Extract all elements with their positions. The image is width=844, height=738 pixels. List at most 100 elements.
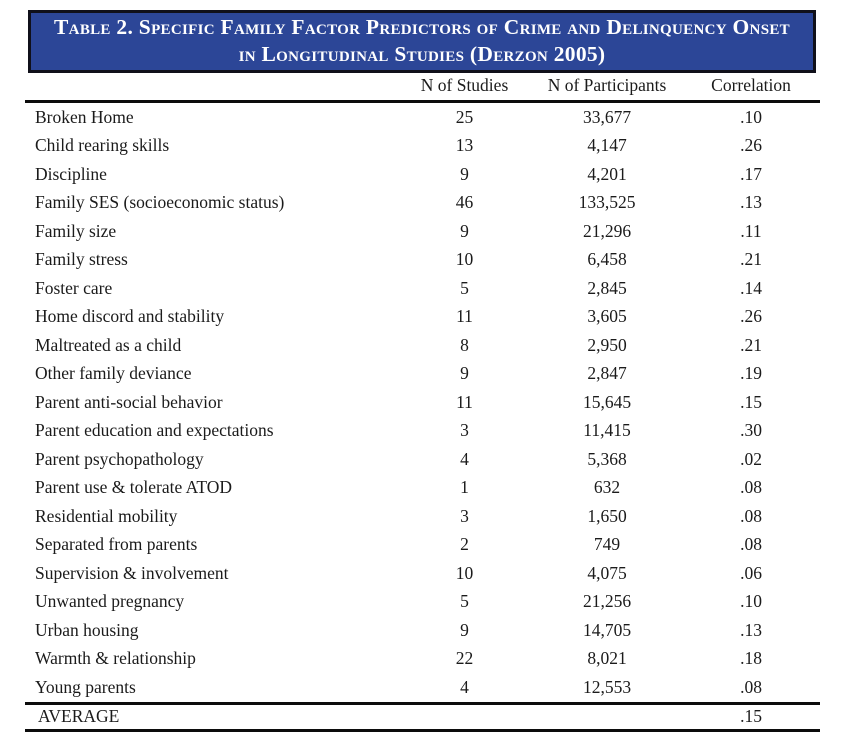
table-header: N of Studies N of Participants Correlati… [25, 74, 820, 103]
table-row: Urban housing 9 14,705 .13 [25, 616, 820, 645]
table-row: Maltreated as a child 8 2,950 .21 [25, 331, 820, 360]
participants-value: 2,847 [587, 363, 627, 384]
correlation-value: .08 [740, 477, 762, 498]
participants-value: 6,458 [587, 249, 627, 270]
studies-value: 9 [460, 220, 469, 241]
studies-value: 9 [460, 619, 469, 640]
factor-label: Urban housing [35, 619, 139, 640]
participants-value: 4,147 [587, 135, 627, 156]
table-row: Unwanted pregnancy 5 21,256 .10 [25, 588, 820, 617]
header-row: N of Studies N of Participants Correlati… [25, 74, 820, 103]
studies-value: 2 [460, 534, 469, 555]
correlation-value: .10 [740, 106, 762, 127]
participants-value: 1,650 [587, 505, 627, 526]
table-title-line-2: in Longitudinal Studies (Derzon 2005) [238, 42, 606, 66]
table-title-line-1: Table 2. Specific Family Factor Predicto… [54, 15, 790, 39]
factor-label: Family SES (socioeconomic status) [35, 192, 285, 213]
table-row: Other family deviance 9 2,847 .19 [25, 360, 820, 389]
average-correlation-value: .15 [682, 703, 820, 732]
participants-value: 4,075 [587, 562, 627, 583]
correlation-value: .17 [740, 163, 762, 184]
table-row: Separated from parents 2 749 .08 [25, 531, 820, 560]
studies-value: 5 [460, 277, 469, 298]
studies-value: 13 [455, 135, 474, 156]
participants-value: 2,950 [587, 334, 627, 355]
table-row: Parent psychopathology 4 5,368 .02 [25, 445, 820, 474]
table-row: Foster care 5 2,845 .14 [25, 274, 820, 303]
table-row: Parent anti-social behavior 11 15,645 .1… [25, 388, 820, 417]
table-row: Broken Home 25 33,677 .10 [25, 102, 820, 132]
studies-value: 8 [460, 334, 469, 355]
correlation-value: .19 [740, 363, 762, 384]
table-footer: AVERAGE .15 [25, 703, 820, 732]
participants-value: 15,645 [582, 391, 632, 412]
correlation-value: .13 [740, 192, 762, 213]
studies-value: 46 [455, 192, 474, 213]
correlation-value: .30 [740, 420, 762, 441]
correlation-value: .02 [740, 448, 762, 469]
factor-label: Parent psychopathology [35, 448, 204, 469]
factor-label: Discipline [35, 163, 107, 184]
correlation-value: .06 [740, 562, 762, 583]
studies-value: 22 [455, 648, 474, 669]
participants-value: 33,677 [582, 106, 632, 127]
correlation-value: .21 [740, 249, 762, 270]
correlation-value: .08 [740, 534, 762, 555]
correlation-value: .15 [740, 391, 762, 412]
average-studies-empty [397, 703, 532, 732]
participants-value: 2,845 [587, 277, 627, 298]
studies-value: 1 [460, 477, 469, 498]
table-row: Parent education and expectations 3 11,4… [25, 417, 820, 446]
studies-value: 11 [456, 306, 473, 327]
correlation-value: .14 [740, 277, 762, 298]
studies-value: 5 [460, 591, 469, 612]
factor-column-header [25, 74, 397, 103]
participants-value: 133,525 [578, 192, 636, 213]
table-row: Discipline 9 4,201 .17 [25, 160, 820, 189]
participants-value: 749 [593, 534, 621, 555]
factor-label: Other family deviance [35, 363, 192, 384]
participants-value: 21,296 [582, 220, 632, 241]
factor-label: Parent education and expectations [35, 420, 274, 441]
factor-label: Maltreated as a child [35, 334, 182, 355]
table-row: Residential mobility 3 1,650 .08 [25, 502, 820, 531]
participants-value: 632 [593, 477, 621, 498]
correlation-value: .08 [740, 505, 762, 526]
factor-label: Residential mobility [35, 505, 178, 526]
correlation-value: .11 [740, 220, 762, 241]
participants-value: 8,021 [587, 648, 627, 669]
studies-value: 4 [397, 673, 532, 705]
factor-label: Supervision & involvement [35, 562, 229, 583]
correlation-value: .10 [740, 591, 762, 612]
average-row: AVERAGE .15 [25, 703, 820, 732]
factor-label: Warmth & relationship [35, 648, 196, 669]
factor-label: Home discord and stability [35, 306, 225, 327]
average-label: AVERAGE [25, 703, 397, 732]
participants-value: 14,705 [582, 619, 632, 640]
factor-label: Family size [35, 220, 117, 241]
participants-value: 5,368 [587, 448, 627, 469]
studies-value: 9 [460, 363, 469, 384]
average-participants-empty [532, 703, 682, 732]
table-row: Family SES (socioeconomic status) 46 133… [25, 189, 820, 218]
table-row: Parent use & tolerate ATOD 1 632 .08 [25, 474, 820, 503]
participants-column-header: N of Participants [532, 74, 682, 103]
correlation-value: .21 [740, 334, 762, 355]
participants-value: 11,415 [583, 420, 631, 441]
participants-value: 3,605 [587, 306, 627, 327]
table-row: Warmth & relationship 22 8,021 .18 [25, 645, 820, 674]
table-row: Young parents 4 12,553 .08 [25, 673, 820, 705]
participants-value: 12,553 [532, 673, 682, 705]
factor-label: Family stress [35, 249, 128, 270]
factor-label: Broken Home [35, 106, 134, 127]
factor-label: Separated from parents [35, 534, 198, 555]
table-body: Broken Home 25 33,677 .10 Child rearing … [25, 102, 820, 705]
table-title-banner: Table 2. Specific Family Factor Predicto… [28, 10, 816, 73]
studies-value: 10 [455, 249, 474, 270]
studies-value: 3 [460, 505, 469, 526]
factor-label: Foster care [35, 277, 113, 298]
participants-value: 4,201 [587, 163, 627, 184]
correlation-value: .26 [740, 306, 762, 327]
studies-column-header: N of Studies [397, 74, 532, 103]
